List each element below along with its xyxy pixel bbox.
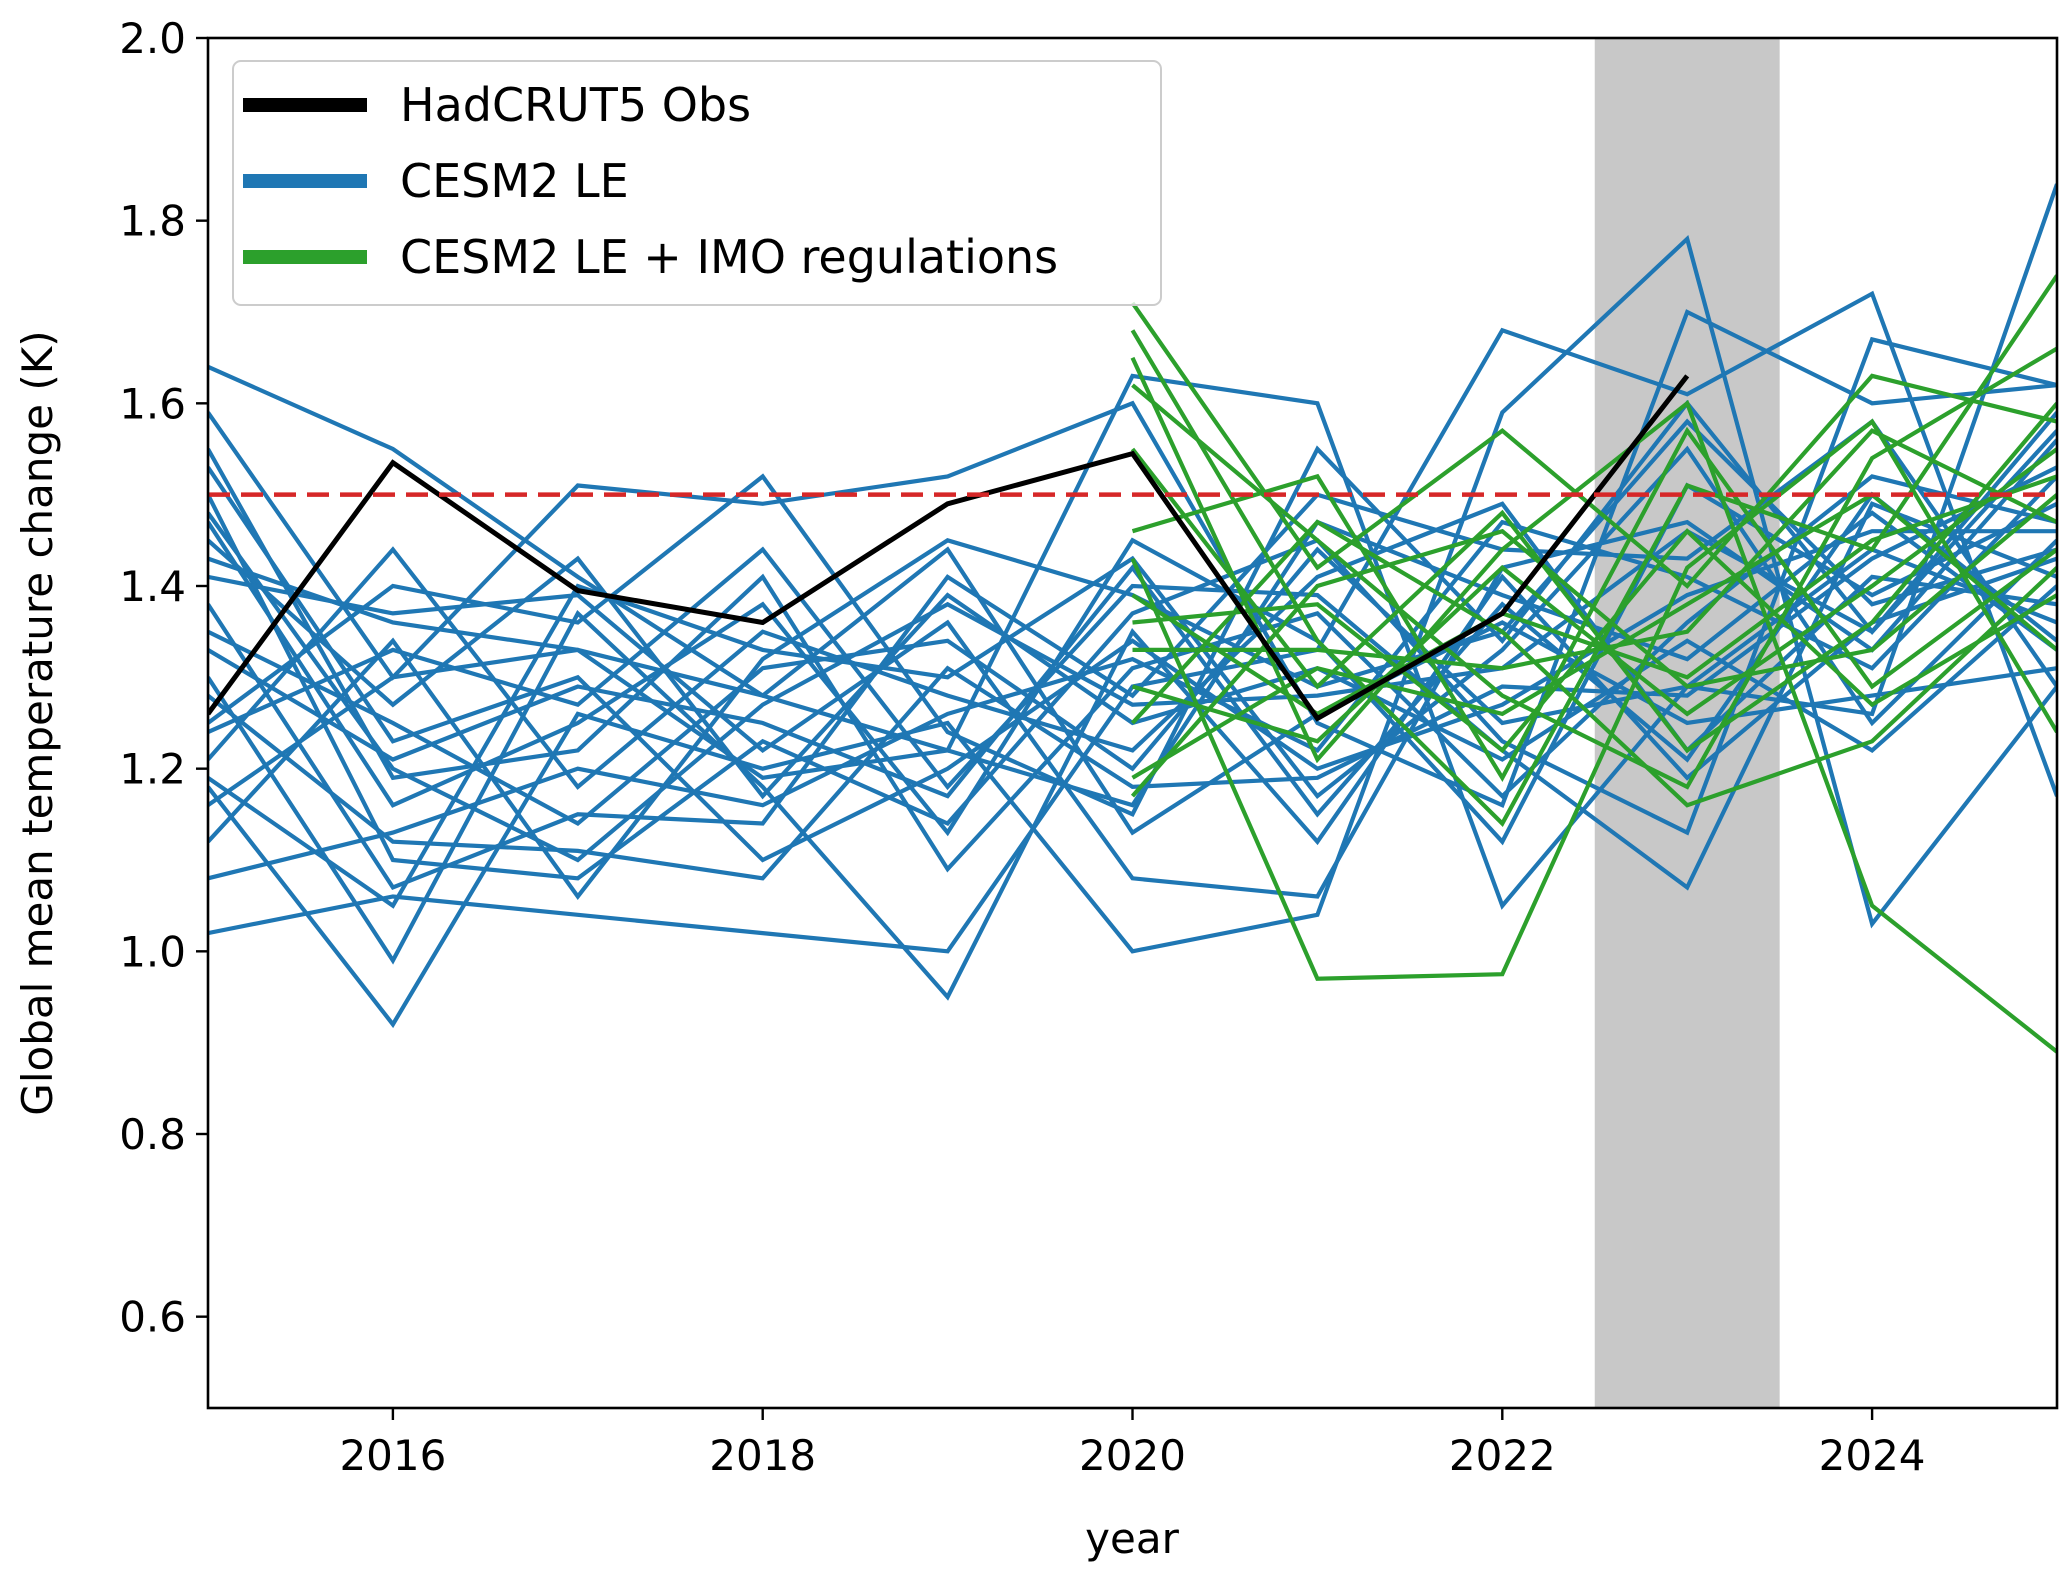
cesm2-le-imo-member-line [1130,401,2057,754]
hadcrut5-obs-line [208,374,1690,722]
legend: HadCRUT5 Obs CESM2 LE CESM2 LE + IMO regul… [232,60,1162,306]
cesm2-le-imo-member-line [1130,493,2057,798]
y-tick-label: 2.0 [119,14,186,63]
cesm2-le-member-line [208,234,2057,1029]
cesm2-le-member-line [208,501,2057,790]
cesm2-le-member-line [208,482,2057,846]
cesm2-le-imo-member-line [1130,519,2057,808]
cesm2-le-imo-member-line [1131,492,2057,780]
legend-box [232,60,1162,306]
cesm2-le-imo-member-line [1131,346,2057,790]
x-tick-label: 2018 [709,1431,816,1480]
y-tick-label: 1.6 [119,379,186,428]
y-axis-title: Global mean temperature change (K) [13,330,62,1115]
y-tick-label: 1.0 [119,927,186,976]
y-axis: 0.6 0.8 1.0 1.2 1.4 1.6 1.8 2.0 [119,14,208,1342]
cesm2-le-member-line [208,183,2057,910]
cesm2-le-imo-member-line [1131,447,2057,744]
cesm2-le-imo-member-line [1132,428,2057,671]
cesm2-le-imo-member-line [1130,418,2057,981]
legend-label: HadCRUT5 Obs [400,78,751,132]
cesm2-le-member-line [208,556,2057,1001]
cesm2-le-imo-member-line [1131,474,2057,717]
x-axis: 2016 2018 2020 2022 2024 [339,1408,1926,1480]
legend-label: CESM2 LE [400,154,629,208]
cesm2-le-imo-member-line [1130,301,2057,589]
x-tick-label: 2022 [1449,1431,1556,1480]
x-axis-title: year [1085,1514,1179,1563]
y-tick-label: 1.8 [119,197,186,246]
cesm2-le-member-line [208,546,2057,836]
y-tick-label: 1.4 [119,562,186,611]
cesm2-le-imo-member-line [1131,426,2057,783]
cesm2-le-member-line [208,510,2057,808]
cesm2-le-imo-member-line [1130,274,2057,827]
series-lines-layer [208,183,2057,1054]
y-tick-label: 0.8 [119,1110,186,1159]
y-tick-label: 1.2 [119,745,186,794]
cesm2-le-member-line [208,399,2057,818]
cesm2-le-member-line [208,465,2057,881]
x-tick-label: 2016 [339,1431,446,1480]
legend-label: CESM2 LE + IMO regulations [400,230,1058,284]
cesm2-le-member-line [208,501,2057,891]
x-tick-label: 2024 [1819,1431,1926,1480]
cesm2-le-member-line [208,474,2057,881]
x-tick-label: 2020 [1079,1431,1186,1480]
y-tick-label: 0.6 [119,1293,186,1342]
